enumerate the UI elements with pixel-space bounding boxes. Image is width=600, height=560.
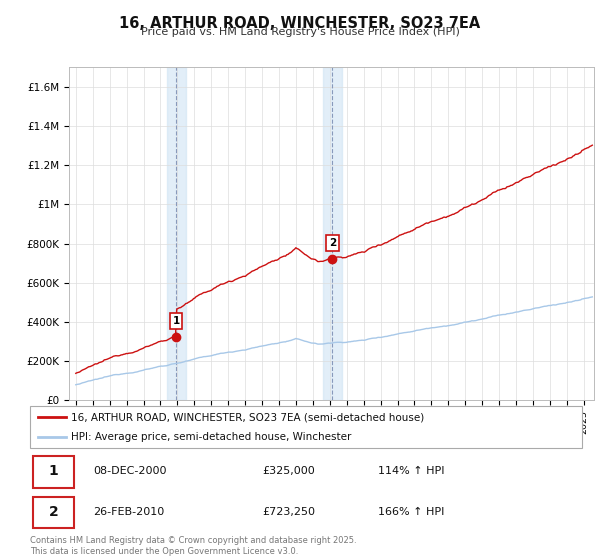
Text: 166% ↑ HPI: 166% ↑ HPI: [378, 507, 444, 516]
Text: HPI: Average price, semi-detached house, Winchester: HPI: Average price, semi-detached house,…: [71, 432, 352, 442]
Text: 08-DEC-2000: 08-DEC-2000: [94, 466, 167, 476]
Text: 16, ARTHUR ROAD, WINCHESTER, SO23 7EA: 16, ARTHUR ROAD, WINCHESTER, SO23 7EA: [119, 16, 481, 31]
Text: 2: 2: [329, 238, 336, 248]
Bar: [167, 67, 186, 400]
FancyBboxPatch shape: [30, 406, 582, 448]
Text: Price paid vs. HM Land Registry's House Price Index (HPI): Price paid vs. HM Land Registry's House …: [140, 27, 460, 38]
Text: 1: 1: [49, 464, 59, 478]
Bar: [323, 67, 341, 400]
FancyBboxPatch shape: [33, 497, 74, 528]
Text: 26-FEB-2010: 26-FEB-2010: [94, 507, 165, 516]
Text: Contains HM Land Registry data © Crown copyright and database right 2025.
This d: Contains HM Land Registry data © Crown c…: [30, 536, 356, 556]
Text: 1: 1: [172, 316, 179, 326]
FancyBboxPatch shape: [33, 456, 74, 488]
Text: £325,000: £325,000: [262, 466, 314, 476]
Text: 16, ARTHUR ROAD, WINCHESTER, SO23 7EA (semi-detached house): 16, ARTHUR ROAD, WINCHESTER, SO23 7EA (s…: [71, 412, 425, 422]
Text: 114% ↑ HPI: 114% ↑ HPI: [378, 466, 444, 476]
Text: 2: 2: [49, 505, 59, 519]
Text: £723,250: £723,250: [262, 507, 315, 516]
